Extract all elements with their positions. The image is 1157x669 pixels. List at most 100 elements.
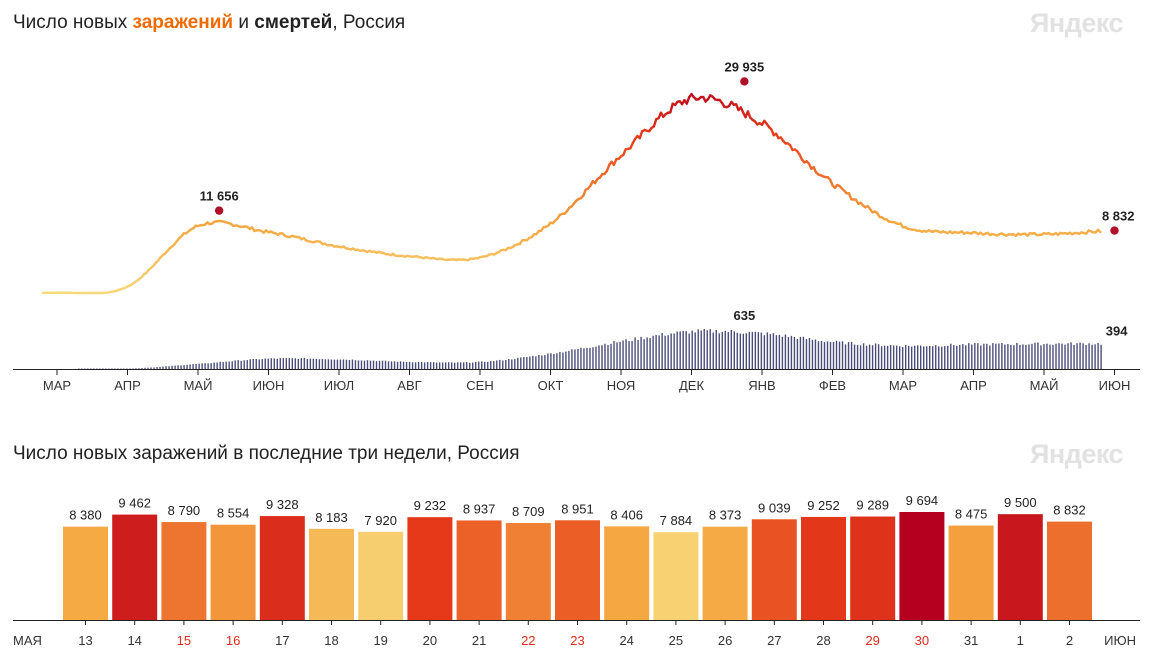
deaths-bar xyxy=(267,358,269,369)
deaths-bar xyxy=(384,360,387,369)
bar xyxy=(505,522,551,620)
deaths-bar xyxy=(309,358,312,369)
deaths-bar xyxy=(408,361,411,369)
deaths-bar xyxy=(429,362,432,369)
deaths-bar xyxy=(796,339,799,369)
x-tick-label: 14 xyxy=(127,633,141,648)
x-tick-label: 2 xyxy=(1066,633,1073,648)
deaths-bar xyxy=(1058,343,1060,369)
deaths-bar xyxy=(757,332,760,369)
deaths-bar xyxy=(580,347,582,369)
deaths-bar xyxy=(1052,344,1054,369)
bar-value-label: 8 937 xyxy=(463,501,496,516)
deaths-bar xyxy=(625,339,627,369)
deaths-bar xyxy=(99,368,101,369)
deaths-bar xyxy=(216,362,218,369)
x-tick-label: 1 xyxy=(1017,633,1024,648)
deaths-bar xyxy=(1034,342,1036,369)
deaths-bar xyxy=(589,347,591,369)
deaths-bar xyxy=(682,330,684,369)
deaths-bar xyxy=(1010,344,1012,369)
deaths-bar xyxy=(333,359,336,369)
bar-value-label: 7 884 xyxy=(660,513,693,528)
deaths-bar xyxy=(258,359,260,369)
deaths-bar xyxy=(691,330,693,369)
deaths-bar xyxy=(856,344,859,369)
deaths-bar xyxy=(685,331,687,369)
bar xyxy=(653,532,699,620)
deaths-bar xyxy=(432,362,435,369)
deaths-bar xyxy=(1031,343,1033,369)
infections-line-segment xyxy=(652,117,658,128)
deaths-bar xyxy=(995,343,997,369)
deaths-bar xyxy=(586,347,588,369)
x-tick-label: НОЯ xyxy=(607,378,636,393)
deaths-bar xyxy=(724,330,726,369)
deaths-bar xyxy=(583,348,585,369)
deaths-bar xyxy=(1085,345,1087,369)
deaths-bar xyxy=(315,358,318,369)
bar xyxy=(358,531,404,620)
deaths-bar xyxy=(703,328,705,369)
deaths-bar xyxy=(793,336,796,369)
deaths-bar xyxy=(514,359,516,369)
deaths-bar xyxy=(339,359,342,369)
deaths-bar xyxy=(162,366,164,369)
deaths-bar xyxy=(998,343,1000,369)
deaths-bar xyxy=(832,342,835,369)
x-tick-label: 23 xyxy=(570,633,584,648)
deaths-bar xyxy=(466,362,468,369)
deaths-bar xyxy=(631,340,633,369)
bar xyxy=(899,512,945,620)
deaths-bar xyxy=(1022,344,1024,369)
deaths-bar xyxy=(348,360,351,369)
deaths-bar xyxy=(414,362,417,369)
bar-value-label: 9 694 xyxy=(906,493,939,508)
deaths-bar xyxy=(478,361,480,369)
deaths-bar xyxy=(808,337,811,369)
deaths-bar xyxy=(989,345,991,369)
peak-marker xyxy=(1110,226,1119,235)
title-text: и xyxy=(233,12,255,33)
deaths-bar xyxy=(318,359,321,369)
deaths-bar xyxy=(877,344,880,369)
deaths-bar xyxy=(523,357,525,369)
deaths-bar xyxy=(285,357,288,369)
deaths-bar xyxy=(210,363,212,369)
deaths-bar xyxy=(234,360,236,369)
deaths-bar xyxy=(312,358,315,369)
bar xyxy=(309,528,354,620)
deaths-bar xyxy=(459,362,462,369)
bar xyxy=(456,520,502,620)
deaths-bar xyxy=(204,363,206,369)
deaths-bar xyxy=(814,339,817,369)
deaths-bar xyxy=(496,360,498,369)
deaths-bar xyxy=(935,345,937,369)
bar xyxy=(751,519,797,620)
deaths-bar xyxy=(880,346,883,369)
bar-value-label: 8 554 xyxy=(217,506,250,521)
deaths-bar xyxy=(195,363,197,369)
deaths-bar xyxy=(688,333,690,369)
deaths-bar xyxy=(1094,344,1096,369)
deaths-bar xyxy=(817,341,820,369)
x-tick-label: 17 xyxy=(275,633,289,648)
deaths-bar xyxy=(228,361,230,369)
deaths-bar xyxy=(1061,343,1063,369)
deaths-bar xyxy=(252,358,254,369)
deaths-bar xyxy=(910,346,913,369)
deaths-bar xyxy=(135,368,137,369)
deaths-bar xyxy=(898,346,901,369)
deaths-bar xyxy=(411,362,414,369)
deaths-bar xyxy=(517,357,519,369)
deaths-bar xyxy=(435,362,438,369)
deaths-bar xyxy=(363,360,366,369)
bar xyxy=(850,516,896,620)
deaths-bar xyxy=(484,361,486,369)
x-tick-label: СЕН xyxy=(466,378,493,393)
deaths-bar xyxy=(847,342,850,369)
deaths-bar xyxy=(481,361,483,369)
yandex-logo: Яндекс xyxy=(1030,439,1124,469)
deaths-bar xyxy=(117,368,119,369)
deaths-bar xyxy=(712,332,714,369)
